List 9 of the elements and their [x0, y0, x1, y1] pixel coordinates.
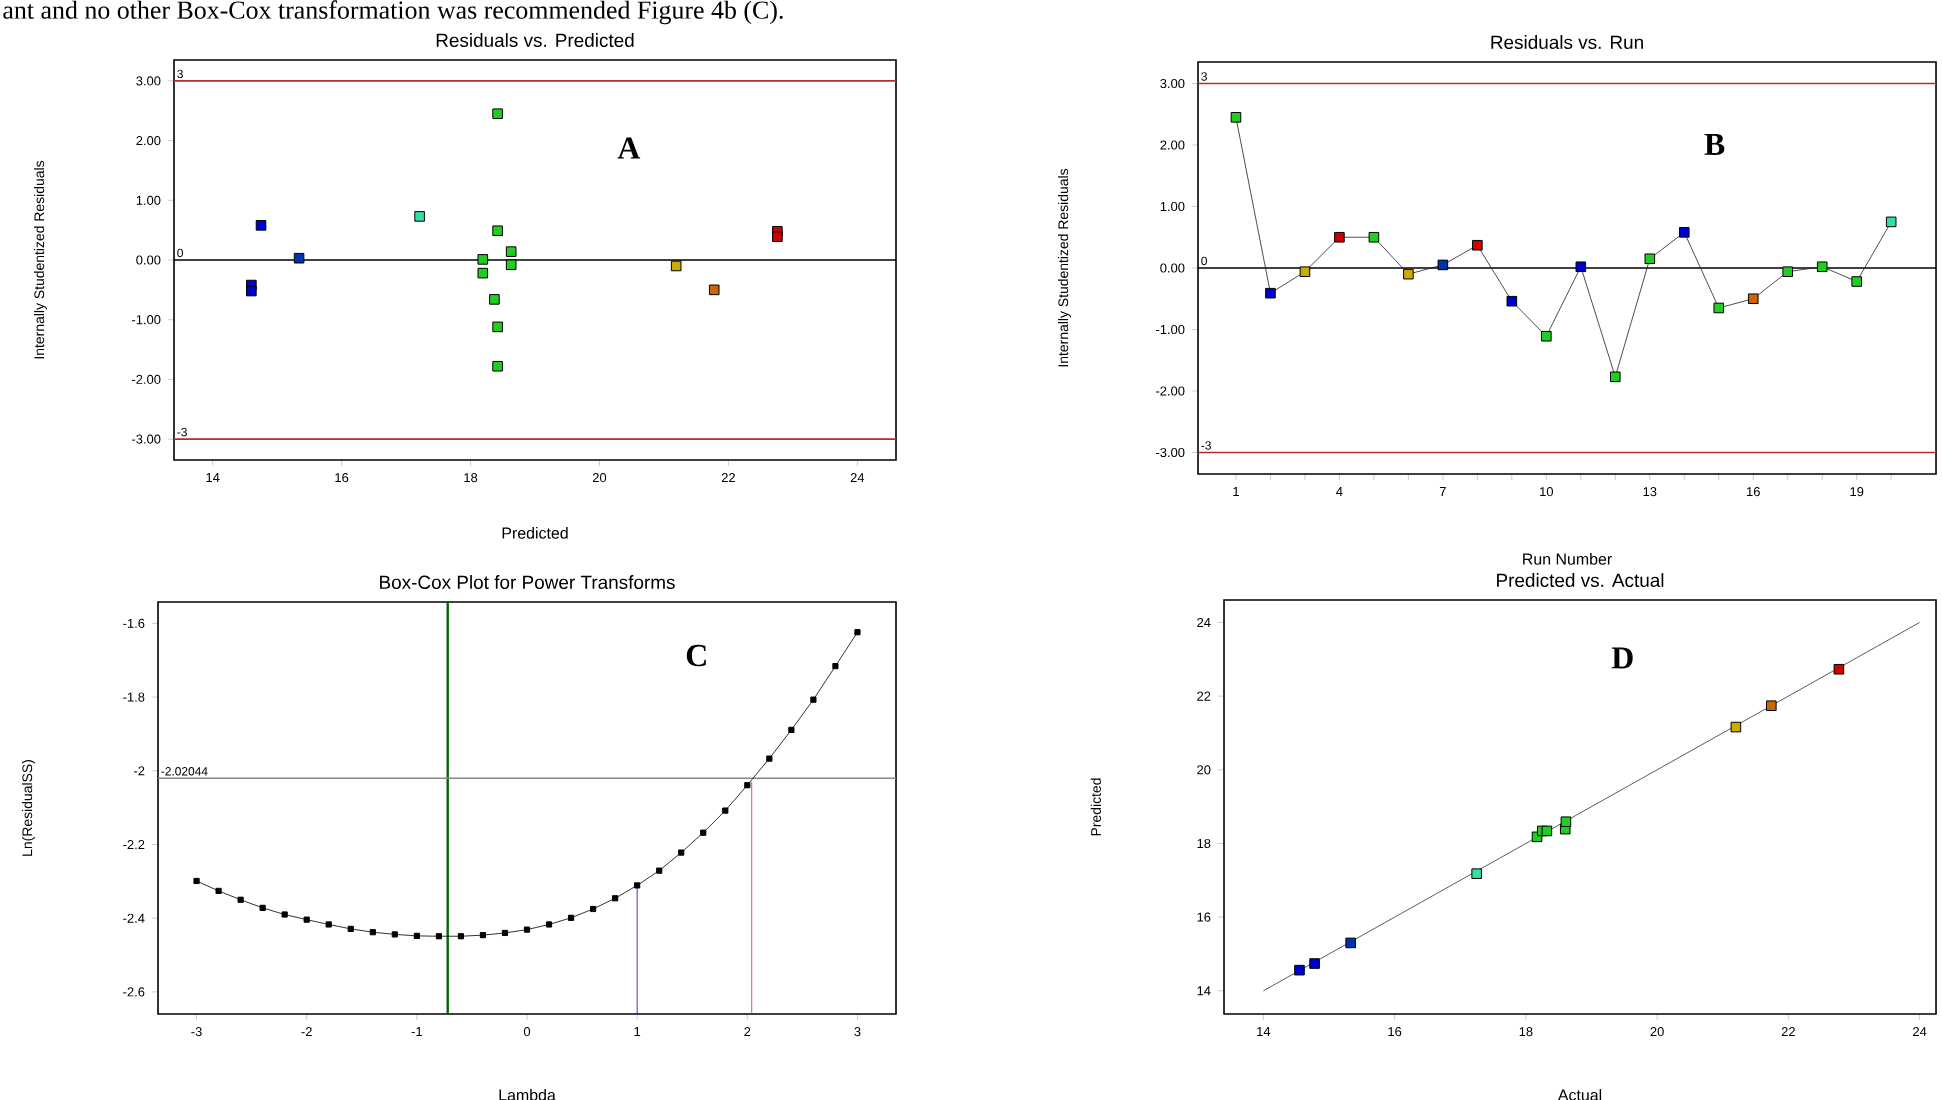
chart-title: Box-Cox Plot for Power Transforms — [380, 575, 675, 589]
chart-title: Residuals vs. Run — [1491, 35, 1643, 50]
text: ant and no other Box-Cox transformation was recommended Figure 4b (C). — [3, 0, 783, 25]
annotation: A — [617, 137, 641, 159]
chart-title: Predicted vs. Actual — [1497, 573, 1664, 587]
chart-title: Residuals vs. Predicted — [436, 33, 634, 47]
annotation: B — [1704, 133, 1725, 155]
annotation: D — [1611, 647, 1633, 669]
annotation: C — [686, 644, 706, 667]
